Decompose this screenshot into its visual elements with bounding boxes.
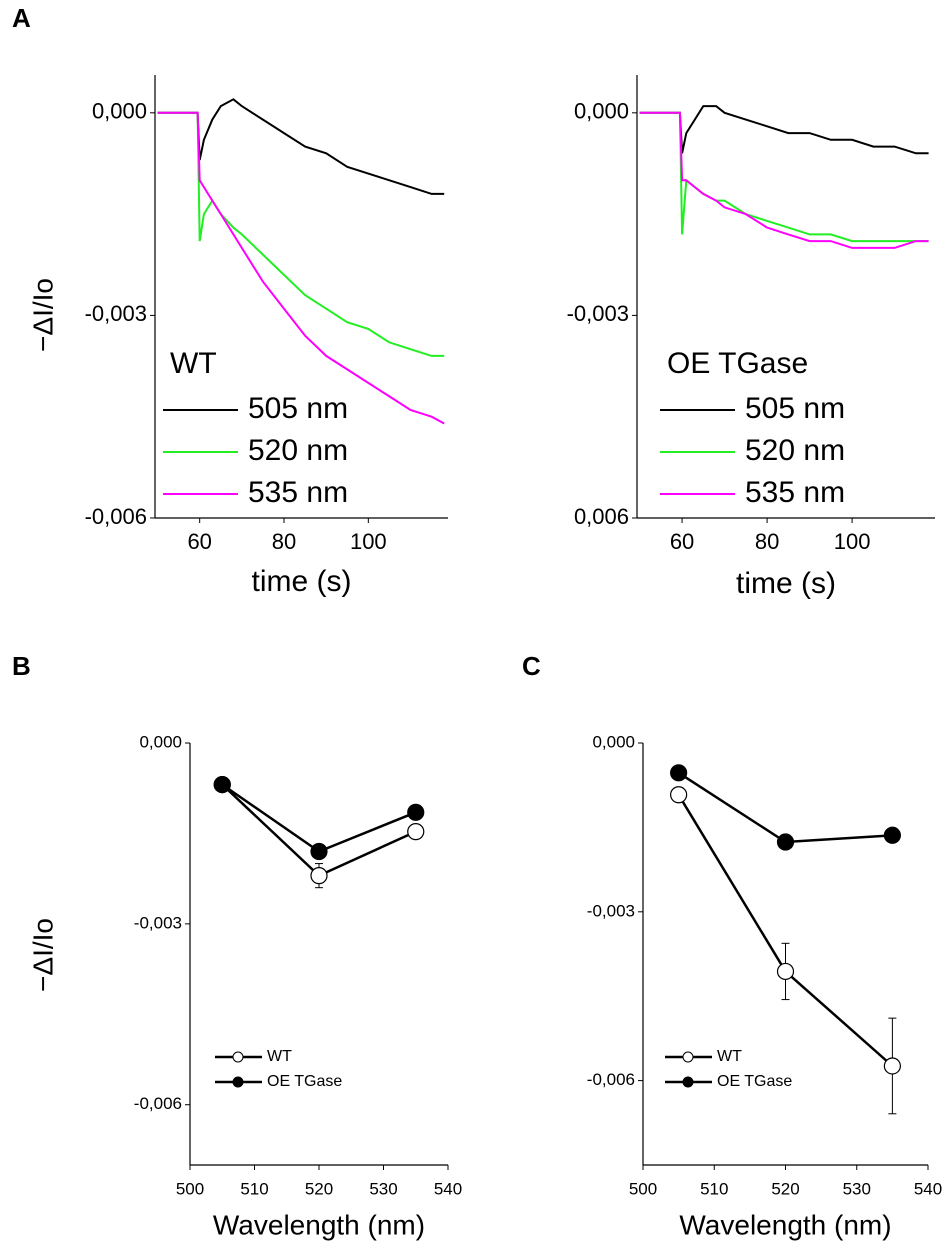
y-tick-label: 0,006 bbox=[574, 504, 629, 529]
x-tick-label: 540 bbox=[914, 1179, 942, 1198]
marker bbox=[407, 823, 425, 841]
legend-label: 535 nm bbox=[745, 476, 845, 509]
x-tick-label: 510 bbox=[240, 1179, 268, 1198]
marker bbox=[310, 842, 328, 861]
y-tick-label: 0,000 bbox=[92, 99, 147, 124]
x-tick-label: 530 bbox=[843, 1179, 871, 1198]
series-line bbox=[677, 771, 893, 844]
panel-label: C bbox=[522, 651, 541, 681]
legend-title: WT bbox=[170, 347, 217, 380]
y-tick-label: -0,003 bbox=[567, 301, 629, 326]
panel-label: B bbox=[12, 651, 31, 681]
y-tick-label: -0,003 bbox=[134, 913, 182, 932]
marker bbox=[883, 826, 901, 844]
marker bbox=[776, 833, 795, 851]
x-axis-label: Wavelength (nm) bbox=[213, 1209, 425, 1240]
y-tick-label: 0,000 bbox=[574, 99, 629, 124]
x-axis-label: time (s) bbox=[736, 567, 836, 600]
legend-label: 505 nm bbox=[745, 392, 845, 425]
legend-label: 520 nm bbox=[248, 434, 348, 467]
x-tick-label: 60 bbox=[187, 529, 211, 554]
legend-marker bbox=[232, 1051, 244, 1063]
y-tick-label: -0,006 bbox=[134, 1094, 182, 1113]
marker bbox=[213, 775, 231, 794]
marker bbox=[670, 786, 688, 804]
marker bbox=[310, 867, 328, 885]
legend-label: OE TGase bbox=[717, 1073, 792, 1090]
panel-label: A bbox=[12, 3, 31, 33]
x-tick-label: 500 bbox=[629, 1179, 657, 1198]
x-axis-label: time (s) bbox=[252, 565, 352, 598]
marker bbox=[776, 962, 795, 981]
x-tick-label: 80 bbox=[755, 529, 779, 554]
x-tick-label: 80 bbox=[272, 529, 296, 554]
x-tick-label: 100 bbox=[350, 529, 387, 554]
y-tick-label: 0,000 bbox=[592, 732, 635, 751]
x-tick-label: 530 bbox=[369, 1179, 397, 1198]
legend-label: 535 nm bbox=[248, 476, 348, 509]
legend-label: 520 nm bbox=[745, 434, 845, 467]
y-axis-label: −ΔI/Io bbox=[27, 278, 58, 352]
series-line bbox=[221, 783, 417, 853]
legend-marker bbox=[682, 1076, 694, 1088]
legend-title: OE TGase bbox=[667, 347, 808, 380]
x-tick-label: 520 bbox=[305, 1179, 333, 1198]
legend-label: WT bbox=[717, 1048, 742, 1065]
legend-label: 505 nm bbox=[248, 392, 348, 425]
series-line bbox=[639, 111, 929, 249]
x-tick-label: 540 bbox=[434, 1179, 462, 1198]
legend-label: WT bbox=[267, 1048, 292, 1065]
legend-marker bbox=[232, 1076, 244, 1088]
y-tick-label: -0,006 bbox=[85, 504, 147, 529]
y-tick-label: -0,003 bbox=[85, 301, 147, 326]
marker bbox=[670, 764, 688, 782]
x-tick-label: 60 bbox=[670, 529, 694, 554]
marker bbox=[407, 803, 425, 821]
x-axis-label: Wavelength (nm) bbox=[679, 1209, 891, 1240]
x-tick-label: 510 bbox=[700, 1179, 728, 1198]
series-line bbox=[639, 105, 929, 155]
y-tick-label: 0,000 bbox=[139, 732, 182, 751]
x-tick-label: 520 bbox=[771, 1179, 799, 1198]
marker bbox=[883, 1057, 901, 1075]
series-line bbox=[157, 111, 445, 425]
series-line bbox=[221, 783, 417, 878]
y-tick-label: -0,006 bbox=[587, 1070, 635, 1089]
y-tick-label: -0,003 bbox=[587, 901, 635, 920]
x-tick-label: 100 bbox=[834, 529, 871, 554]
x-tick-label: 500 bbox=[176, 1179, 204, 1198]
series-line bbox=[157, 111, 445, 357]
y-axis-label: −ΔI/Io bbox=[27, 918, 58, 992]
legend-label: OE TGase bbox=[267, 1073, 342, 1090]
legend-marker bbox=[682, 1051, 694, 1063]
